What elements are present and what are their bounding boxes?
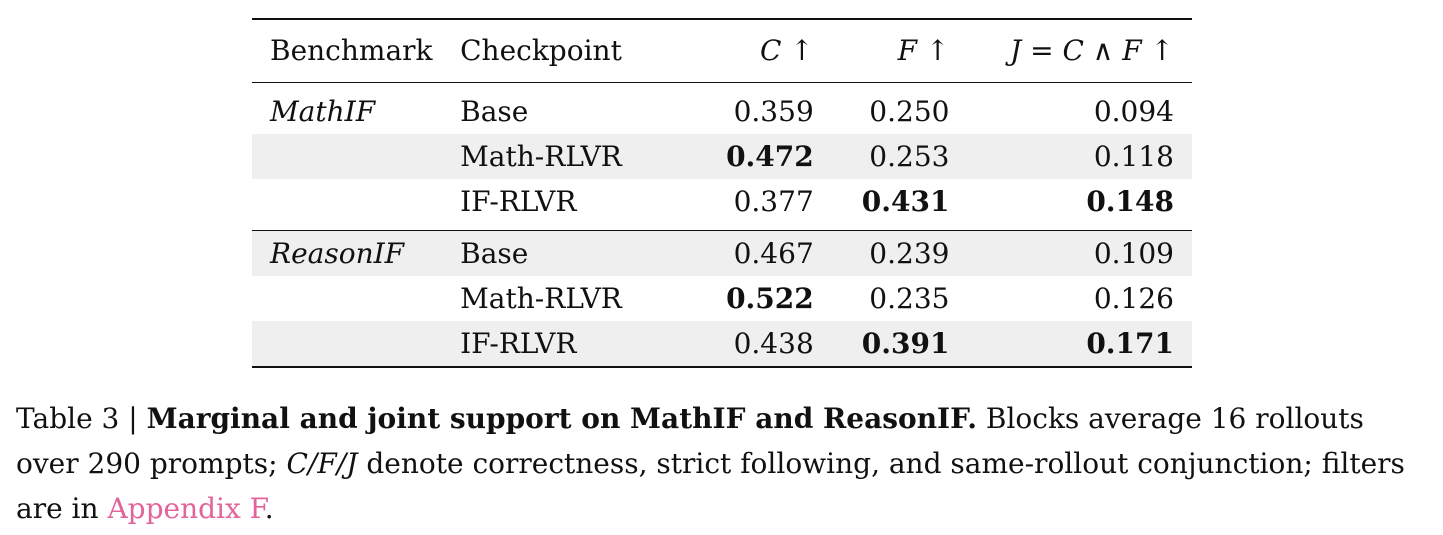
j-cell: 0.171 bbox=[967, 321, 1192, 367]
header-j: J = C ∧ F ↑ bbox=[1010, 34, 1174, 67]
table-row: Math-RLVR 0.472 0.253 0.118 bbox=[252, 134, 1192, 179]
header-row: Benchmark Checkpoint C ↑ F ↑ J = C ∧ F ↑ bbox=[252, 19, 1192, 83]
j-cell: 0.118 bbox=[967, 134, 1192, 179]
group-reasonif: ReasonIF Base 0.467 0.239 0.109 Math-RLV… bbox=[252, 230, 1192, 367]
group-mathif: MathIF Base 0.359 0.250 0.094 Math-RLVR … bbox=[252, 83, 1192, 231]
f-cell: 0.391 bbox=[831, 321, 968, 367]
j-cell: 0.148 bbox=[1086, 185, 1174, 218]
caption-body-2: denote correctness, strict following, an… bbox=[16, 447, 1405, 525]
f-cell: 0.239 bbox=[831, 230, 968, 276]
j-cell: 0.126 bbox=[1093, 282, 1174, 315]
table-row: ReasonIF Base 0.467 0.239 0.109 bbox=[252, 230, 1192, 276]
j-cell: 0.109 bbox=[967, 230, 1192, 276]
c-cell: 0.359 bbox=[733, 95, 814, 128]
c-cell: 0.438 bbox=[688, 321, 832, 367]
f-cell: 0.235 bbox=[869, 282, 950, 315]
c-cell: 0.467 bbox=[688, 230, 832, 276]
caption-body-1: Blocks average 16 rollouts over 290 prom… bbox=[16, 402, 1364, 480]
table-row: IF-RLVR 0.377 0.431 0.148 bbox=[252, 179, 1192, 224]
table-row: MathIF Base 0.359 0.250 0.094 bbox=[252, 83, 1192, 135]
f-cell: 0.250 bbox=[869, 95, 950, 128]
header-c: C ↑ bbox=[759, 34, 814, 67]
table-caption: Table 3 | Marginal and joint support on … bbox=[16, 396, 1431, 531]
c-cell: 0.522 bbox=[726, 282, 814, 315]
benchmark-cell: MathIF bbox=[270, 95, 376, 128]
results-table-container: Benchmark Checkpoint C ↑ F ↑ J = C ∧ F ↑… bbox=[252, 18, 1192, 368]
checkpoint-cell: Math-RLVR bbox=[460, 134, 689, 179]
header-f: F ↑ bbox=[897, 34, 950, 67]
caption-label: Table 3 | bbox=[16, 402, 147, 435]
checkpoint-cell: Base bbox=[460, 230, 689, 276]
checkpoint-cell: Math-RLVR bbox=[460, 282, 622, 315]
caption-lead: Marginal and joint support on MathIF and… bbox=[146, 402, 977, 435]
caption-end: . bbox=[264, 492, 274, 525]
header-checkpoint: Checkpoint bbox=[460, 34, 622, 67]
c-cell: 0.377 bbox=[733, 185, 814, 218]
f-cell: 0.253 bbox=[831, 134, 968, 179]
benchmark-cell: ReasonIF bbox=[252, 230, 461, 276]
f-cell: 0.431 bbox=[861, 185, 950, 218]
j-cell: 0.094 bbox=[1093, 95, 1174, 128]
checkpoint-cell: IF-RLVR bbox=[460, 321, 689, 367]
header-benchmark: Benchmark bbox=[270, 34, 433, 67]
benchmark-cell bbox=[252, 134, 461, 179]
checkpoint-cell: Base bbox=[460, 95, 529, 128]
benchmark-cell bbox=[252, 276, 460, 321]
benchmark-cell bbox=[252, 321, 461, 367]
results-table: Benchmark Checkpoint C ↑ F ↑ J = C ∧ F ↑… bbox=[252, 18, 1192, 368]
table-row: IF-RLVR 0.438 0.391 0.171 bbox=[252, 321, 1192, 367]
checkpoint-cell: IF-RLVR bbox=[460, 185, 577, 218]
appendix-link[interactable]: Appendix F bbox=[107, 492, 265, 525]
table-row: Math-RLVR 0.522 0.235 0.126 bbox=[252, 276, 1192, 321]
caption-vars: C/F/J bbox=[286, 447, 358, 480]
c-cell: 0.472 bbox=[688, 134, 832, 179]
benchmark-cell bbox=[252, 179, 460, 224]
